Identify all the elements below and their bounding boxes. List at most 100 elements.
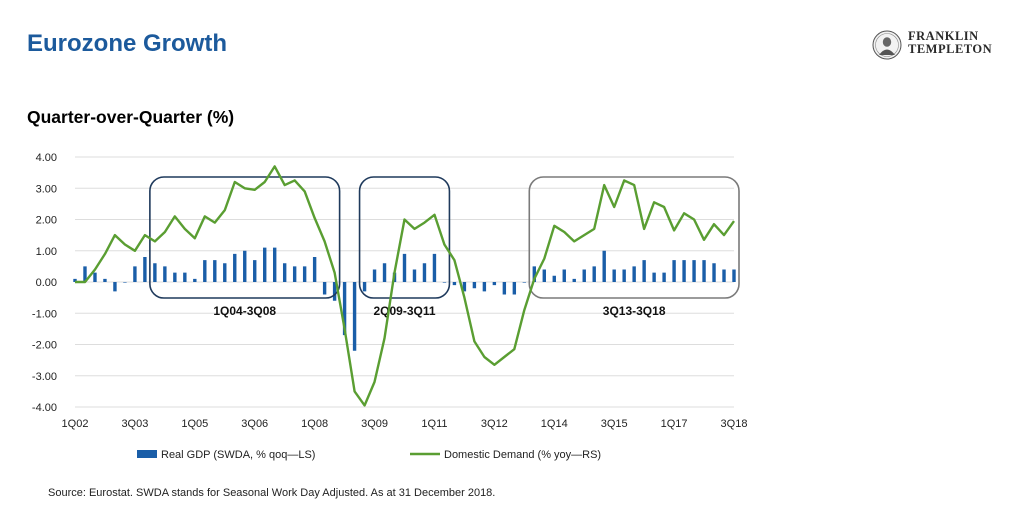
gdp-bar <box>133 266 137 282</box>
gdp-bar <box>322 282 327 295</box>
y-axis-ticks: 4.00 3.00 2.00 1.00 0.00 -1.00 -2.00 -3.00 -4.00 <box>32 152 57 414</box>
x-axis-ticks: 1Q02 3Q03 1Q05 3Q06 1Q08 3Q09 1Q11 3Q12 1Q14 3Q15… <box>62 418 748 430</box>
gdp-bars <box>73 247 736 351</box>
y-tick-label: -1.00 <box>32 308 57 320</box>
gdp-bar <box>722 269 726 282</box>
gdp-bar <box>123 282 127 283</box>
gdp-bar <box>552 275 556 282</box>
x-tick-label: 1Q08 <box>301 418 328 430</box>
gdp-bar <box>223 263 227 282</box>
gdp-bar <box>292 266 297 282</box>
gdp-bar <box>83 266 87 282</box>
gdp-bar <box>263 247 267 282</box>
gdp-bar <box>253 260 257 282</box>
gdp-bar <box>442 282 447 283</box>
y-tick-label: 3.00 <box>36 183 57 195</box>
gdp-bar <box>153 263 157 282</box>
gdp-bar <box>302 266 307 282</box>
franklin-templeton-logo: FRANKLIN TEMPLETON <box>872 28 1002 62</box>
gdp-bar <box>652 272 656 282</box>
y-tick-label: 4.00 <box>36 152 57 164</box>
gdp-bar <box>602 250 606 282</box>
gdp-bar <box>522 282 527 283</box>
y-tick-label: 2.00 <box>36 215 57 227</box>
seal-portrait-icon <box>872 30 902 60</box>
logo-line1: FRANKLIN <box>908 29 979 43</box>
gdp-bar <box>642 260 646 282</box>
chart-subtitle: Quarter-over-Quarter (%) <box>27 107 235 127</box>
gdp-bar <box>332 282 337 301</box>
gdp-bar <box>612 269 616 282</box>
gdp-bar <box>282 263 287 282</box>
domestic-demand-line <box>75 165 735 407</box>
gdp-bar <box>562 269 566 282</box>
gdp-bar <box>213 260 217 282</box>
gdp-bar <box>702 260 706 282</box>
y-tick-label: 0.00 <box>36 277 57 289</box>
gdp-bar <box>512 282 517 295</box>
gdp-bar <box>542 269 546 282</box>
x-tick-label: 3Q18 <box>721 418 748 430</box>
gdp-bar <box>73 278 77 282</box>
period-label: 3Q13-3Q18 <box>603 304 666 318</box>
gdp-bar <box>342 282 347 336</box>
gdp-bar <box>352 282 357 351</box>
gdp-bar <box>592 266 596 282</box>
gdp-bar <box>712 263 716 282</box>
legend-label-demand: Domestic Demand (% yoy—RS) <box>444 449 601 461</box>
x-tick-label: 1Q14 <box>541 418 568 430</box>
gdp-bar <box>173 272 177 282</box>
gdp-bar <box>732 269 736 282</box>
gdp-bar <box>362 282 367 292</box>
gdp-bar <box>692 260 696 282</box>
annotation-boxes: 1Q04-3Q08 2Q09-3Q11 3Q13-3Q18 <box>149 176 740 318</box>
gdp-bar <box>243 250 247 282</box>
domestic-demand-series <box>75 165 735 407</box>
x-tick-label: 3Q03 <box>121 418 148 430</box>
highlight-box <box>528 176 740 299</box>
logo-wordmark: FRANKLIN TEMPLETON <box>908 30 992 56</box>
gdp-bar <box>682 260 686 282</box>
x-tick-label: 3Q09 <box>361 418 388 430</box>
period-label: 1Q04-3Q08 <box>213 304 276 318</box>
highlight-box <box>358 176 451 299</box>
x-tick-label: 1Q05 <box>181 418 208 430</box>
gdp-bar <box>103 278 107 282</box>
gdp-bar <box>432 253 437 282</box>
gdp-bar <box>452 282 457 286</box>
gdp-bar <box>203 260 207 282</box>
x-tick-label: 3Q12 <box>481 418 508 430</box>
x-tick-label: 3Q15 <box>601 418 628 430</box>
gdp-bar <box>143 257 147 282</box>
y-tick-label: 1.00 <box>36 246 57 258</box>
gdp-bar <box>312 257 317 282</box>
gdp-bar <box>472 282 477 289</box>
gdp-bar <box>93 272 97 282</box>
y-tick-label: -4.00 <box>32 402 57 414</box>
y-tick-label: -2.00 <box>32 340 57 352</box>
gdp-bar <box>632 266 636 282</box>
y-tick-label: -3.00 <box>32 371 57 383</box>
legend-label-gdp: Real GDP (SWDA, % qoq—LS) <box>161 449 315 461</box>
gdp-bar <box>163 266 167 282</box>
legend: Real GDP (SWDA, % qoq—LS) Domestic Demand… <box>137 449 601 461</box>
gdp-bar <box>402 253 407 282</box>
gdp-bar <box>672 260 676 282</box>
gdp-bar <box>532 266 537 282</box>
gdp-bar <box>622 269 626 282</box>
gdp-bar <box>502 282 507 295</box>
x-tick-label: 1Q11 <box>421 418 447 430</box>
gdp-bar <box>462 282 467 292</box>
gdp-bar <box>492 282 497 286</box>
gdp-bar <box>582 269 586 282</box>
gdp-bar <box>372 269 377 282</box>
gdp-bar <box>193 278 197 282</box>
gdp-bar <box>183 272 187 282</box>
period-label: 2Q09-3Q11 <box>373 304 435 318</box>
x-tick-label: 1Q17 <box>661 418 688 430</box>
x-tick-label: 1Q02 <box>62 418 89 430</box>
gdp-bar <box>422 263 427 282</box>
gdp-bar <box>382 263 387 282</box>
gdp-bar <box>572 278 576 282</box>
